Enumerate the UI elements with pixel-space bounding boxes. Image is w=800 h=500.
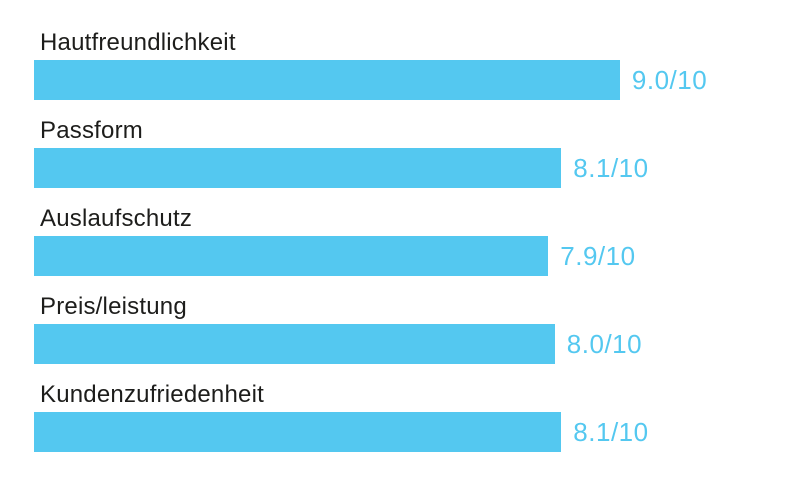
rating-row: Hautfreundlichkeit 9.0/10	[34, 28, 774, 100]
rating-row: Auslaufschutz 7.9/10	[34, 204, 774, 276]
rating-value: 8.1/10	[573, 152, 649, 183]
bar-track: 8.1/10	[34, 412, 685, 452]
rating-bar-chart: Hautfreundlichkeit 9.0/10 Passform 8.1/1…	[34, 28, 774, 468]
bar-track: 8.0/10	[34, 324, 685, 364]
rating-value: 9.0/10	[631, 64, 708, 95]
bar-track: 9.0/10	[34, 60, 707, 100]
rating-bar	[34, 236, 549, 276]
bar-track: 8.1/10	[34, 148, 685, 188]
rating-value: 8.0/10	[566, 328, 643, 359]
rating-category-label: Preis/leistung	[40, 293, 187, 320]
rating-bar	[34, 412, 562, 452]
rating-bar	[34, 324, 555, 364]
rating-value: 8.1/10	[573, 416, 649, 447]
rating-row: Preis/leistung 8.0/10	[34, 292, 774, 364]
rating-bar	[34, 148, 562, 188]
rating-row: Passform 8.1/10	[34, 116, 774, 188]
rating-category-label: Auslaufschutz	[40, 205, 193, 232]
rating-category-label: Passform	[40, 117, 143, 144]
rating-value: 7.9/10	[560, 240, 636, 271]
rating-row: Kundenzufriedenheit 8.1/10	[34, 380, 774, 452]
rating-category-label: Kundenzufriedenheit	[40, 381, 264, 408]
rating-bar	[34, 60, 620, 100]
bar-track: 7.9/10	[34, 236, 685, 276]
rating-category-label: Hautfreundlichkeit	[40, 29, 236, 56]
